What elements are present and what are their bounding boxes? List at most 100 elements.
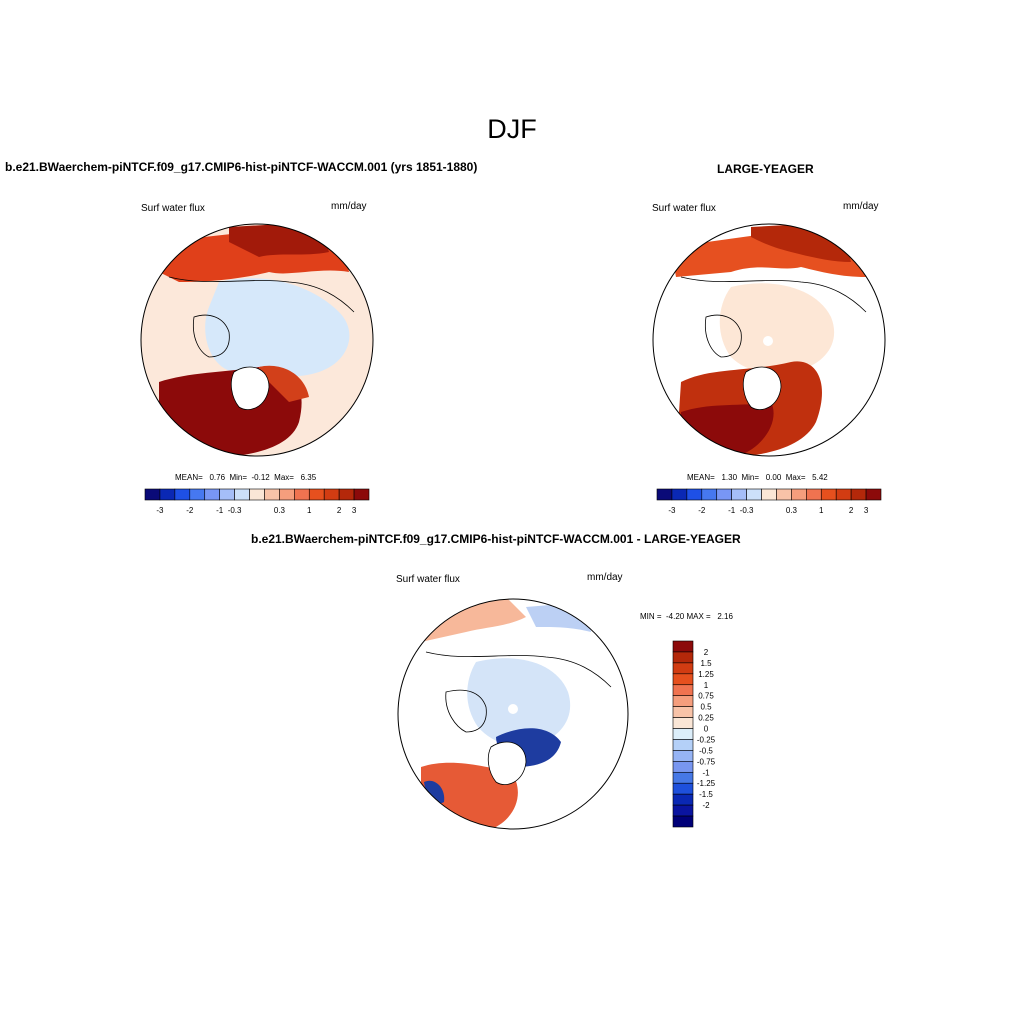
panel3-colorbar-box	[672, 673, 694, 686]
panel1-stats: MEAN= 0.76 Min= -0.12 Max= 6.35	[175, 473, 317, 482]
panel1-colorbar-box	[294, 488, 310, 501]
panel2-colorbar-box	[671, 488, 688, 501]
panel2-colorbar-box	[716, 488, 732, 501]
panel2-colorbar: -3 -2 -1 -0.3 0.3 1 2 3	[656, 488, 882, 515]
panel2-colorbar-box	[686, 488, 703, 501]
panel1-colorbar-box	[249, 488, 265, 501]
panel3-colorbar-label: -1	[702, 768, 710, 777]
panel3-colorbar-label: -0.5	[699, 746, 713, 755]
panel1-colorbar-box	[308, 488, 325, 501]
panel1-title: b.e21.BWaerchem-piNTCF.f09_g17.CMIP6-his…	[5, 160, 478, 174]
panel2-colorbar-label: 1	[819, 506, 824, 515]
panel2-colorbar-label: 2	[849, 506, 854, 515]
panel3-colorbar-label: 1.25	[698, 670, 714, 679]
panel3-colorbar-box	[672, 695, 694, 707]
panel2-colorbar-box	[791, 488, 807, 501]
panel1-colorbar-box	[204, 488, 220, 501]
panel2-colorbar-label: -0.3	[740, 506, 754, 515]
panel3-colorbar-box	[672, 640, 694, 653]
panel3-colorbar-label: -1.5	[699, 790, 713, 799]
map3-siberia-diff	[416, 599, 526, 642]
map2-arctic-ocean	[719, 283, 835, 374]
panel2-colorbar-box	[776, 488, 792, 501]
panel1-colorbar-label: 1	[307, 506, 312, 515]
panel2-colorbar-box	[820, 488, 837, 501]
panel3-colorbar-box	[672, 793, 694, 806]
panel2-colorbar-box	[656, 488, 673, 501]
panel3-colorbar-box	[672, 750, 694, 762]
panel3-colorbar-box	[672, 761, 694, 773]
map2-pole-gap	[763, 336, 773, 346]
panel3-colorbar-label: -2	[702, 801, 710, 810]
panel1-polar-map	[140, 223, 374, 457]
panel1-colorbar-box	[279, 488, 295, 501]
map1-eurasia-coast	[168, 276, 355, 313]
panel3-colorbar-label: 1	[704, 681, 709, 690]
panel3-colorbar-label: 1.5	[700, 659, 712, 668]
panel1-colorbar-box	[264, 488, 280, 501]
panel1-colorbar-box	[174, 488, 191, 501]
panel1-colorbar-box	[144, 488, 161, 501]
panel2-colorbar-box	[865, 488, 882, 501]
panel2-colorbar-label: 3	[864, 506, 869, 515]
panel2-colorbar-box	[746, 488, 762, 501]
map1-canada-coast	[192, 314, 230, 358]
panel2-colorbar-box	[731, 488, 747, 501]
map3-labrador-negative	[424, 780, 445, 804]
panel3-colorbar-label: -0.25	[697, 735, 716, 744]
main-title: DJF	[487, 114, 537, 144]
panel2-title: LARGE-YEAGER	[717, 162, 814, 176]
panel2-colorbar-label: -2	[698, 506, 706, 515]
map1-greenland	[230, 366, 270, 411]
panel3-colorbar-box	[672, 651, 694, 664]
panel1-colorbar-label: -2	[186, 506, 194, 515]
panel1-variable-label: Surf water flux	[141, 203, 205, 214]
panel3-units-label: mm/day	[587, 572, 623, 583]
panel3-colorbar-box	[672, 804, 694, 817]
panel2-colorbar-label: -3	[668, 506, 676, 515]
panel1-colorbar-label: 0.3	[274, 506, 286, 515]
map3-eurasia-coast	[425, 651, 612, 688]
panel2-colorbar-box	[850, 488, 867, 501]
panel3-stats: MIN = -4.20 MAX = 2.16	[640, 612, 733, 621]
panel1-colorbar-label: -3	[156, 506, 164, 515]
panel2-variable-label: Surf water flux	[652, 203, 716, 214]
panel2-colorbar-box	[701, 488, 718, 501]
panel3-colorbar-label: 0.75	[698, 692, 714, 701]
panel2-colorbar-label: 0.3	[786, 506, 798, 515]
panel3-colorbar-box	[672, 728, 694, 740]
panel3-colorbar-label: 0.25	[698, 714, 714, 723]
panel3-colorbar-label: -1.25	[697, 779, 716, 788]
panel3-colorbar-box	[672, 684, 694, 697]
panel2-stats: MEAN= 1.30 Min= 0.00 Max= 5.42	[687, 473, 828, 482]
panel1-units-label: mm/day	[331, 201, 367, 212]
panel2-units-label: mm/day	[843, 201, 879, 212]
map2-eurasia-coast	[680, 276, 867, 313]
panel3-polar-map	[397, 598, 629, 830]
map3-canada-coast	[445, 689, 487, 733]
panel1-colorbar-box	[323, 488, 340, 501]
panel1-colorbar-box	[219, 488, 235, 501]
panel2-colorbar-label: -1	[728, 506, 736, 515]
map1-arctic-ocean	[205, 278, 350, 377]
panel1-colorbar-box	[338, 488, 355, 501]
panel3-variable-label: Surf water flux	[396, 574, 460, 585]
map2-canada-coast	[704, 314, 742, 358]
panel1-colorbar-box	[189, 488, 206, 501]
panel3-title: b.e21.BWaerchem-piNTCF.f09_g17.CMIP6-his…	[251, 532, 741, 546]
panel1-colorbar-box	[159, 488, 176, 501]
panel2-colorbar-box	[761, 488, 777, 501]
map3-pole-gap	[508, 704, 518, 714]
map3-arctic-ocean	[467, 658, 571, 747]
panel3-colorbar-box	[672, 771, 694, 784]
panel3-colorbar-label: 0.5	[700, 703, 712, 712]
panel3-colorbar-box	[672, 706, 694, 718]
panel3-colorbar-box	[672, 717, 694, 729]
panel1-colorbar-box	[234, 488, 250, 501]
panel3-colorbar-label: 0	[704, 725, 709, 734]
map2-greenland	[742, 366, 782, 411]
panel3-colorbar-box	[672, 782, 694, 795]
panel1-colorbar-box	[353, 488, 370, 501]
panel2-colorbar-box	[806, 488, 822, 501]
panel1-colorbar: -3 -2 -1 -0.3 0.3 1 2 3	[144, 488, 370, 515]
